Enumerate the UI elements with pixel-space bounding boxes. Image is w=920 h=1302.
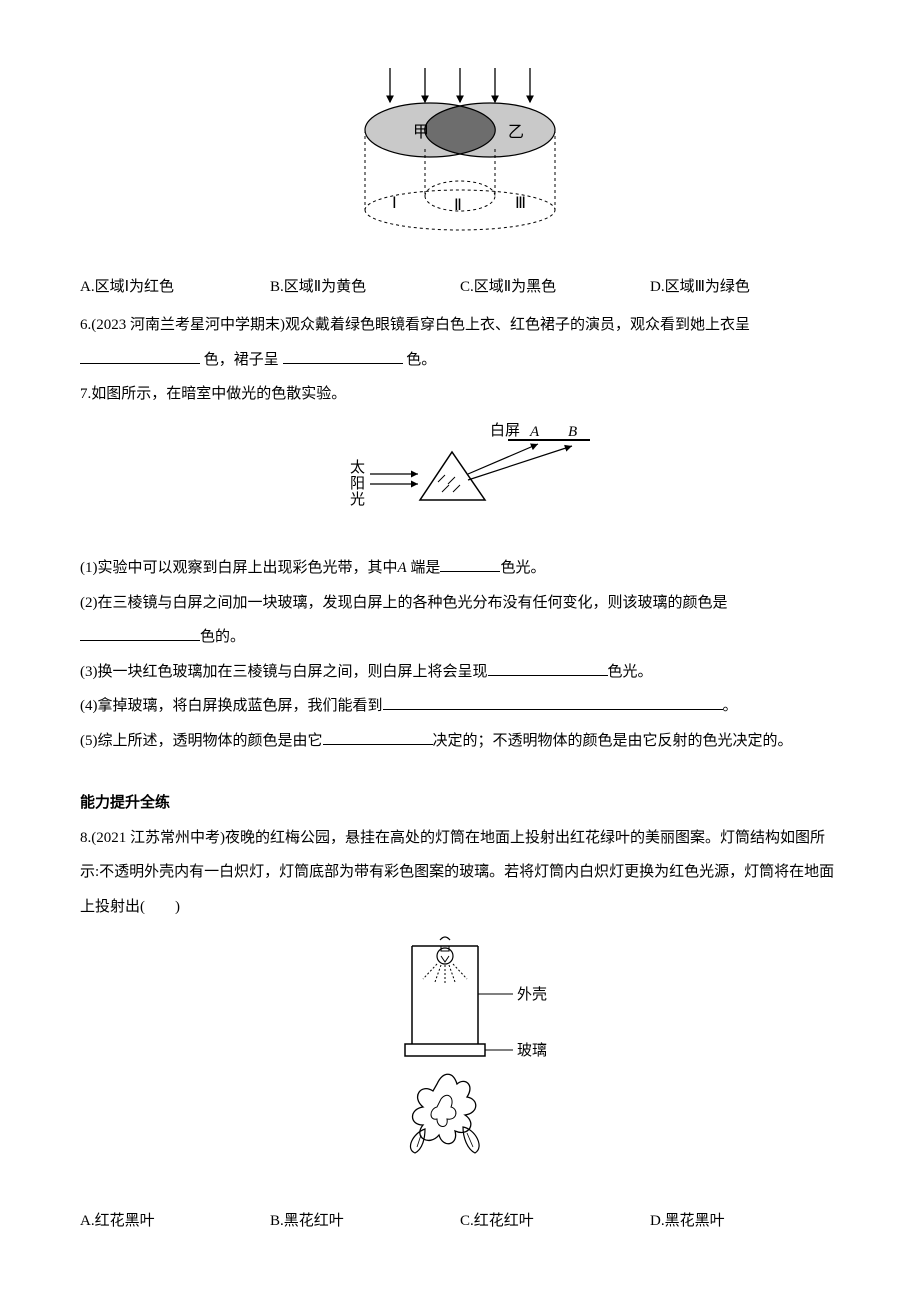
q8-text: 8.(2021 江苏常州中考)夜晚的红梅公园，悬挂在高处的灯筒在地面上投射出红花… — [80, 821, 840, 925]
q7-1: (1)实验中可以观察到白屏上出现彩色光带，其中A 端是色光。 — [80, 551, 840, 586]
q5-optD: D.区域Ⅲ为绿色 — [650, 270, 840, 305]
q6-suffix: 色。 — [406, 352, 436, 368]
fig5-label-jia: 甲 — [413, 124, 429, 141]
fig5-label-yi: 乙 — [508, 124, 524, 141]
svg-text:光: 光 — [350, 491, 365, 508]
q5-optB: B.区域Ⅱ为黄色 — [270, 270, 460, 305]
q7-figure: 太 阳 光 白屏 A B — [80, 422, 840, 546]
q6-mid: 色，裙子呈 — [204, 352, 279, 368]
q5-optC: C.区域Ⅱ为黑色 — [460, 270, 650, 305]
q7-2-blank[interactable] — [80, 622, 200, 641]
svg-text:A: A — [529, 424, 540, 440]
q7-1-blank[interactable] — [440, 553, 500, 572]
q7-3: (3)换一块红色玻璃加在三棱镜与白屏之间，则白屏上将会呈现色光。 — [80, 655, 840, 690]
q5-figure: 甲 乙 Ⅰ Ⅱ Ⅲ — [80, 60, 840, 264]
q8-optD: D.黑花黑叶 — [650, 1204, 840, 1239]
q8-optC: C.红花红叶 — [460, 1204, 650, 1239]
q5-options: A.区域Ⅰ为红色 B.区域Ⅱ为黄色 C.区域Ⅱ为黑色 D.区域Ⅲ为绿色 — [80, 270, 840, 305]
q6: 6.(2023 河南兰考星河中学期末)观众戴着绿色眼镜看穿白色上衣、红色裙子的演… — [80, 308, 840, 377]
q8-optA: A.红花黑叶 — [80, 1204, 270, 1239]
q7-3-blank[interactable] — [488, 657, 608, 676]
q7-4-blank[interactable] — [383, 691, 723, 710]
svg-text:阳: 阳 — [350, 475, 365, 492]
fig5-region3: Ⅲ — [515, 195, 526, 212]
svg-text:外壳: 外壳 — [517, 986, 547, 1003]
svg-text:玻璃: 玻璃 — [517, 1042, 547, 1059]
section-title: 能力提升全练 — [80, 786, 840, 821]
q7-intro: 7.如图所示，在暗室中做光的色散实验。 — [80, 377, 840, 412]
q7-5: (5)综上所述，透明物体的颜色是由它决定的；不透明物体的颜色是由它反射的色光决定… — [80, 724, 840, 759]
q7-5-blank[interactable] — [323, 726, 433, 745]
q7-2: (2)在三棱镜与白屏之间加一块玻璃，发现白屏上的各种色光分布没有任何变化，则该玻… — [80, 586, 840, 655]
q6-blank2[interactable] — [283, 345, 403, 364]
q7-1-A: A — [398, 560, 407, 576]
svg-text:B: B — [568, 424, 577, 440]
q8-options: A.红花黑叶 B.黑花红叶 C.红花红叶 D.黑花黑叶 — [80, 1204, 840, 1239]
q7-4: (4)拿掉玻璃，将白屏换成蓝色屏，我们能看到。 — [80, 689, 840, 724]
fig5-region1: Ⅰ — [392, 195, 397, 212]
q8-figure: 外壳 玻璃 — [80, 934, 840, 1198]
q8-optB: B.黑花红叶 — [270, 1204, 460, 1239]
q6-blank1[interactable] — [80, 345, 200, 364]
svg-text:太: 太 — [350, 459, 365, 476]
q5-optA: A.区域Ⅰ为红色 — [80, 270, 270, 305]
svg-text:白屏: 白屏 — [490, 422, 520, 439]
fig5-region2: Ⅱ — [454, 197, 462, 214]
q6-prefix: 6.(2023 河南兰考星河中学期末)观众戴着绿色眼镜看穿白色上衣、红色裙子的演… — [80, 317, 750, 333]
